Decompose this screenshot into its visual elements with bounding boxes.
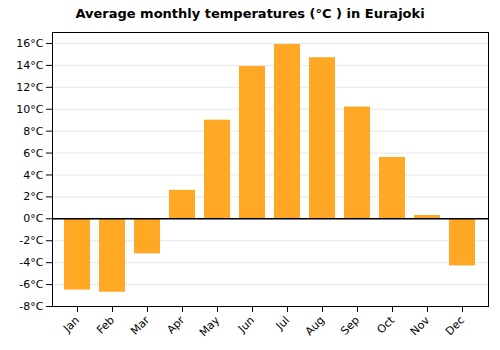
svg-text:4°C: 4°C xyxy=(23,169,43,182)
svg-text:-2°C: -2°C xyxy=(19,234,43,247)
svg-text:Jun: Jun xyxy=(235,314,257,336)
svg-text:Dec: Dec xyxy=(443,314,467,338)
svg-text:0°C: 0°C xyxy=(23,212,43,225)
svg-text:Oct: Oct xyxy=(374,313,397,336)
svg-text:Sep: Sep xyxy=(338,314,362,338)
svg-text:Jan: Jan xyxy=(60,314,82,336)
svg-text:Aug: Aug xyxy=(303,314,327,338)
svg-text:6°C: 6°C xyxy=(23,147,43,160)
svg-text:-8°C: -8°C xyxy=(19,300,43,313)
svg-text:8°C: 8°C xyxy=(23,125,43,138)
svg-text:12°C: 12°C xyxy=(16,81,43,94)
svg-text:Nov: Nov xyxy=(408,313,433,338)
svg-text:Jul: Jul xyxy=(273,314,292,333)
svg-text:-4°C: -4°C xyxy=(19,256,43,269)
svg-text:2°C: 2°C xyxy=(23,190,43,203)
svg-text:May: May xyxy=(197,313,223,339)
svg-text:14°C: 14°C xyxy=(16,59,43,72)
svg-text:Apr: Apr xyxy=(164,313,187,336)
svg-text:Feb: Feb xyxy=(94,314,117,337)
svg-text:-6°C: -6°C xyxy=(19,278,43,291)
svg-text:Mar: Mar xyxy=(128,313,152,337)
svg-text:16°C: 16°C xyxy=(16,37,43,50)
html-text:Average monthly temperatures (: Average monthly temperatures (°C ) in Eu… xyxy=(75,6,425,21)
svg-text:10°C: 10°C xyxy=(16,103,43,116)
